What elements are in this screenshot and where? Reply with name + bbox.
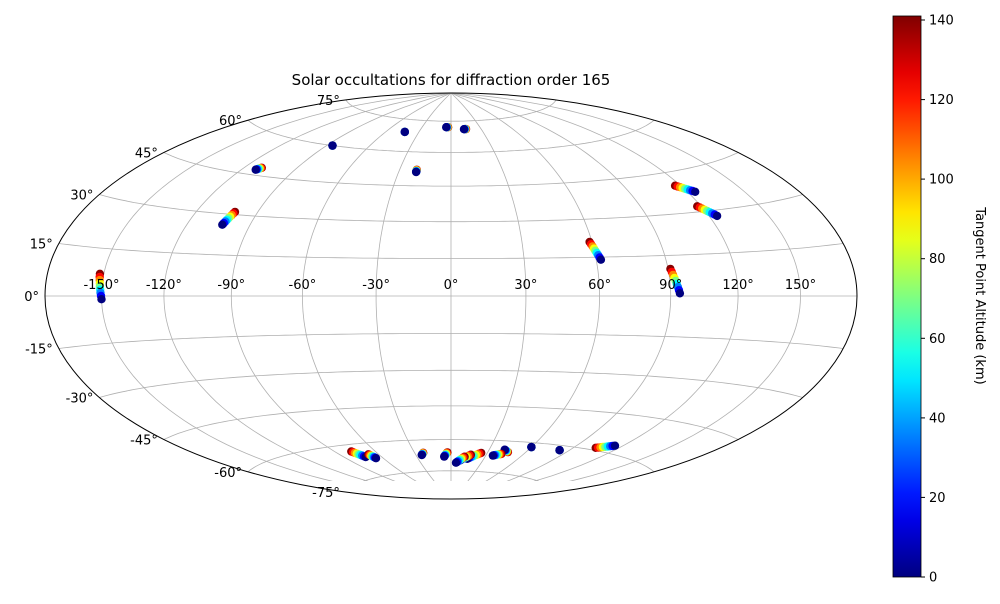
lon-tick-label: 90°: [659, 278, 682, 293]
map-plot-area: [45, 92, 857, 481]
colorbar-tick-label: 40: [929, 411, 946, 426]
colorbar: 0 20 40 60 80 100 120 140 Tangent Point Altitud…: [892, 14, 987, 586]
occultation-point: [440, 452, 449, 461]
colorbar-tick-label: 80: [929, 252, 946, 267]
chart-title: Solar occultations for diffraction order…: [292, 71, 611, 89]
colorbar-ticks: 0 20 40 60 80 100 120 140: [921, 14, 954, 586]
colorbar-gradient: [892, 15, 922, 578]
lat-tick-label: -45°: [130, 434, 158, 449]
lon-tick-label: -90°: [217, 278, 245, 293]
lat-tick-label: 30°: [70, 189, 93, 204]
lon-tick-label: 0°: [444, 278, 459, 293]
lon-tick-label: 60°: [588, 278, 611, 293]
occultation-point: [442, 123, 451, 132]
lat-tick-label: -60°: [214, 466, 242, 481]
occultation-point: [488, 451, 498, 460]
lon-tick-label: -60°: [289, 278, 317, 293]
occultation-point: [97, 295, 106, 304]
occultation-point: [610, 441, 620, 450]
occultation-point: [400, 127, 409, 137]
lon-tick-label: 120°: [722, 278, 753, 293]
lat-tick-label: -15°: [25, 343, 53, 358]
occultation-point: [411, 167, 421, 177]
occultation-point: [459, 125, 469, 134]
lat-tick-label: 45°: [135, 147, 158, 162]
parallel-line: [362, 470, 540, 481]
parallel-line: [163, 405, 739, 440]
colorbar-label: Tangent Point Altitude (km): [972, 206, 987, 384]
occultation-point: [251, 165, 260, 174]
colorbar-tick-label: 20: [929, 491, 946, 506]
lon-tick-label: 150°: [785, 278, 816, 293]
occultation-point: [218, 220, 227, 229]
parallel-line: [247, 119, 655, 153]
occultation-point: [675, 289, 685, 298]
lon-tick-label: -30°: [362, 278, 390, 293]
lat-tick-label: -75°: [312, 486, 340, 501]
colorbar-tick-label: 100: [929, 173, 954, 188]
parallel-line: [247, 439, 655, 473]
map-boundary: [44, 92, 858, 500]
occultation-point: [371, 454, 381, 463]
occultation-point: [555, 446, 564, 455]
occultation-point: [328, 141, 337, 150]
occultation-point: [712, 211, 722, 221]
graticule-labels: -150° -120° -90° -60° -30° 0° 30° 60° 90° 120° 150…: [24, 94, 816, 501]
lon-tick-label: -150°: [83, 278, 119, 293]
occultation-points: [95, 123, 722, 467]
occultation-point: [451, 458, 461, 467]
parallel-line: [58, 333, 844, 349]
colorbar-tick-label: 120: [929, 93, 954, 108]
colorbar-tick-label: 0: [929, 571, 937, 586]
lon-tick-label: 30°: [514, 278, 537, 293]
occultation-point: [417, 450, 426, 460]
lat-tick-label: 15°: [30, 238, 53, 253]
occultation-point: [527, 442, 536, 452]
lat-tick-label: 0°: [24, 290, 39, 305]
occultation-point: [596, 255, 606, 264]
lat-tick-label: 60°: [219, 114, 242, 129]
colorbar-tick-label: 60: [929, 332, 946, 347]
parallel-line: [58, 243, 844, 259]
occultation-point: [691, 187, 700, 196]
colorbar-tick-label: 140: [929, 14, 954, 29]
lon-tick-label: -120°: [146, 278, 182, 293]
parallel-line: [99, 369, 803, 398]
graticule: [45, 92, 857, 481]
lat-tick-label: 75°: [317, 94, 340, 109]
lat-tick-label: -30°: [66, 392, 94, 407]
parallel-line: [163, 152, 739, 187]
parallel-line: [345, 99, 557, 122]
